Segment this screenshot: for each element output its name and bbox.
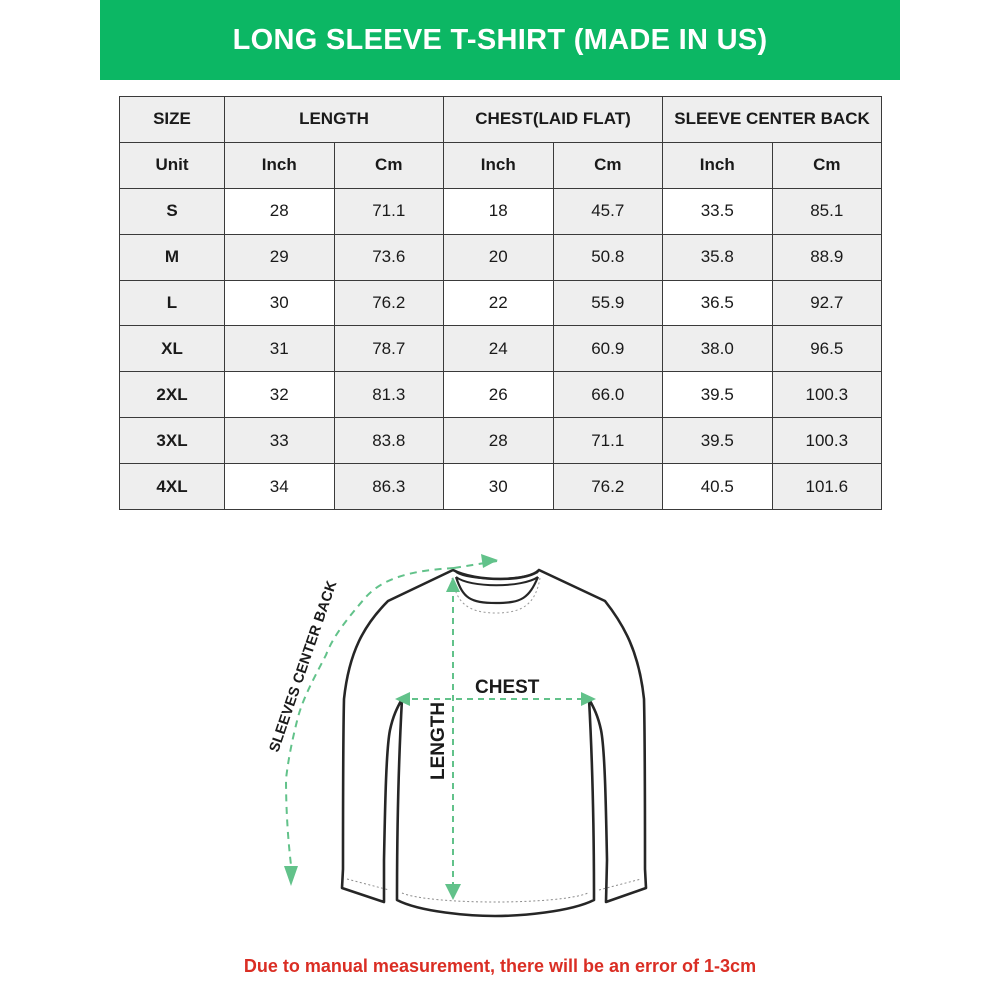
svg-text:SLEEVES CENTER BACK: SLEEVES CENTER BACK [267,578,341,754]
svg-text:LENGTH: LENGTH [428,702,449,780]
svg-text:CHEST: CHEST [475,677,540,698]
